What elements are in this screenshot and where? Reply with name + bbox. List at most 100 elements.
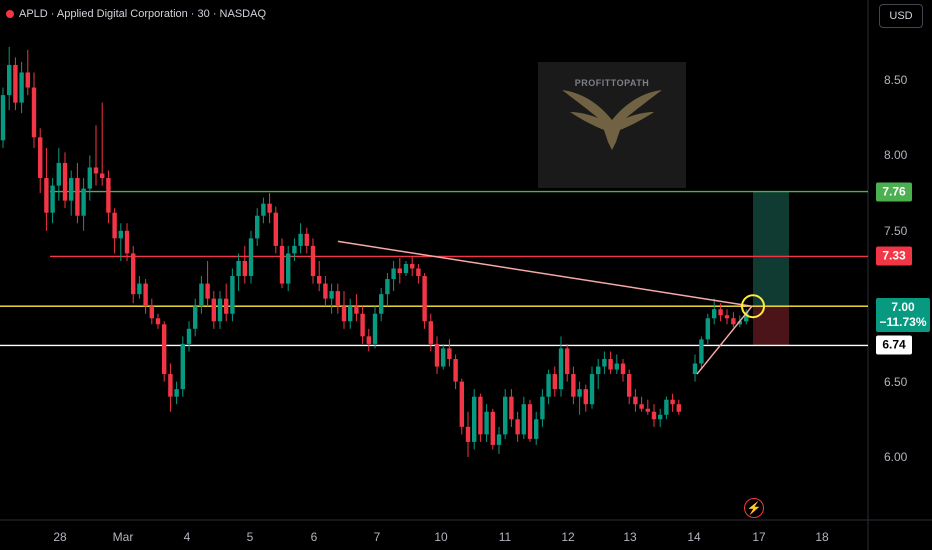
candle-body [168,374,173,397]
candle-body [124,230,130,254]
x-tick-label: 28 [53,530,67,544]
x-tick-label: 10 [434,530,448,544]
trend-line-up [696,305,753,375]
candle-body [267,203,272,213]
candle-body [410,263,415,269]
candle-body [62,162,68,201]
candle-body [484,411,489,435]
candle-body [546,374,551,397]
candle-body [527,404,533,439]
price-badge-7.76: 7.76 [876,182,912,202]
candle-body [69,178,74,201]
candle-body [664,399,669,415]
x-tick-label: 17 [752,530,766,544]
y-tick-label: 6.00 [884,450,908,464]
x-tick-label: 7 [373,530,381,544]
watermark-text: PROFITTOPATH [574,78,650,88]
candle-body [534,419,539,439]
price-badge-7.33: 7.33 [876,246,912,266]
candle-body [131,253,136,295]
candle-body [261,203,266,216]
candle-body [329,291,334,299]
candle-body [737,321,742,325]
candle-body [724,315,730,319]
currency-button[interactable]: USD [879,4,923,28]
candle-body [56,162,61,186]
candle-body [31,87,37,138]
candle-body [75,178,80,216]
candle-body [645,408,650,412]
candle-body [503,396,508,435]
candle-body [50,185,55,213]
candle-body [602,358,607,367]
candle-body [453,358,458,382]
x-tick-label: 11 [498,530,512,544]
x-tick-label: 5 [246,530,254,544]
candle-body [143,283,148,307]
target-zone [753,191,789,307]
candle-body [360,313,365,337]
candle-body [236,260,241,277]
candle-body [658,414,663,420]
candle-body [577,389,582,397]
entry-circle [741,294,765,319]
candle-body [112,212,117,239]
candle-body [149,306,154,319]
candle-body [718,309,723,316]
candle-body [712,309,717,319]
candle-body [472,396,477,442]
candle-body [211,298,216,322]
candle-body [230,276,235,314]
candle-body [614,363,619,370]
x-tick-label: 12 [561,530,575,544]
x-tick-label: Mar [112,530,134,544]
x-tick-label: 6 [310,530,318,544]
candle-body [651,411,657,420]
candle-body [447,348,452,359]
candle-body [670,399,675,405]
candle-body [558,348,564,390]
candle-body [589,374,595,405]
y-tick-label: 6.50 [884,374,908,389]
candle-body [565,348,570,375]
candle-body [379,294,384,314]
x-tick-label: 13 [623,530,637,544]
candle-body [416,268,421,277]
candle-body [459,381,464,427]
candle-body [180,343,185,390]
candle-body [279,245,285,284]
lightning-icon[interactable]: ⚡ [744,498,764,518]
candle-body [372,313,378,344]
eagle-icon [562,90,662,150]
candle-body [699,339,704,364]
candle-body [540,396,545,420]
candle-body [242,260,247,277]
candle-body [205,283,210,299]
candle-body [286,253,291,284]
candle-body [323,283,328,299]
candle-body [193,306,198,329]
candle-body [155,318,161,325]
candle-body [310,245,316,277]
candle-body [571,374,576,397]
candle-body [87,167,92,189]
candle-body [434,343,440,367]
candle-body [186,328,192,344]
candle-body [93,167,99,174]
y-tick-label: 8.50 [884,73,908,87]
candle-body [397,268,402,274]
candle-body [627,374,632,397]
candle-body [7,64,12,96]
candle-body [465,426,471,442]
candle-body [676,404,681,412]
symbol-title: APLD · Applied Digital Corporation · 30 … [19,8,266,20]
candle-body [118,230,123,239]
candle-body [13,64,18,103]
candle-body [106,178,111,213]
candle-body [496,434,502,445]
candle-body [692,363,698,375]
candle-body [705,318,710,340]
candle-body [44,178,49,213]
candle-body [100,173,105,179]
